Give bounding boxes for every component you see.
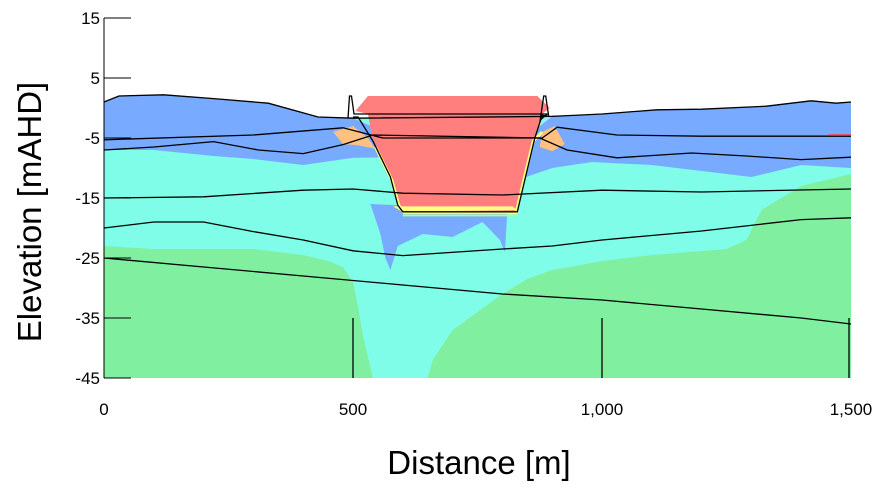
- zone-plume-blue: [370, 204, 508, 270]
- y-tick-label: 5: [91, 69, 100, 88]
- zone-medium-blue: [104, 94, 413, 168]
- zone-yellow-bottom: [392, 206, 518, 212]
- wall-outline: [347, 95, 550, 122]
- x-tick-label: 0: [99, 400, 108, 419]
- x-tick-label: 500: [339, 400, 367, 419]
- x-axis-title: Distance [m]: [387, 444, 570, 481]
- zone-medium-blue-right: [517, 100, 851, 180]
- y-tick-label: -35: [75, 309, 100, 328]
- y-axis-title: Elevation [mAHD]: [11, 82, 48, 342]
- x-tick-label: 1,500: [830, 400, 873, 419]
- y-tick-label: -45: [75, 369, 100, 388]
- pit-outline: [353, 114, 549, 213]
- y-tick-label: -15: [75, 189, 100, 208]
- zone-high-pit: [355, 96, 550, 212]
- x-tick-label: 1,000: [581, 400, 624, 419]
- zone-orange-right: [539, 126, 565, 152]
- contour-layer-5: [104, 257, 851, 325]
- zone-orange-left: [333, 126, 376, 149]
- y-tick-label: -25: [75, 249, 100, 268]
- y-axis: 15 5 -5 -15 -25 -35 -45: [75, 9, 131, 388]
- plot-area: [104, 94, 851, 378]
- y-tick-label: -5: [85, 129, 100, 148]
- contour-layer-3: [104, 188, 851, 199]
- contour-layer-2: [104, 134, 851, 161]
- contour-layer-4: [104, 217, 851, 257]
- contour-ground-surface: [104, 94, 851, 119]
- x-axis: 0 500 1,000 1,500: [99, 400, 872, 419]
- y-tick-label: 15: [81, 9, 100, 28]
- contour-layer-1: [104, 126, 851, 141]
